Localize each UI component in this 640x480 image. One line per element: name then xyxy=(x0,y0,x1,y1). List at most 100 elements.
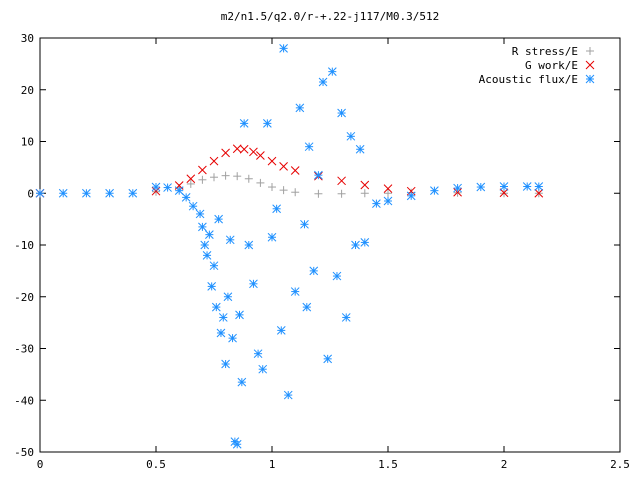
data-point xyxy=(522,182,532,191)
data-point xyxy=(233,172,242,181)
data-point xyxy=(35,188,45,198)
data-point xyxy=(476,182,486,192)
data-point xyxy=(186,174,196,184)
data-point xyxy=(304,142,314,152)
legend-marker xyxy=(585,60,595,70)
data-point xyxy=(239,119,249,128)
y-tick-label: 0 xyxy=(27,187,34,200)
data-point xyxy=(235,310,244,320)
y-tick-label: -20 xyxy=(14,291,34,304)
y-tick-label: 20 xyxy=(21,84,34,97)
data-point xyxy=(223,292,233,302)
data-point xyxy=(323,354,333,364)
data-point xyxy=(151,186,161,196)
x-tick-label: 0 xyxy=(37,458,44,471)
data-point xyxy=(276,326,286,335)
y-tick-label: -30 xyxy=(14,343,34,356)
data-point xyxy=(244,240,254,250)
data-point xyxy=(499,182,509,191)
data-point xyxy=(221,359,230,369)
data-point xyxy=(372,199,381,208)
data-point xyxy=(302,302,312,312)
data-point xyxy=(337,108,346,118)
data-point xyxy=(128,188,138,198)
y-tick-label: -10 xyxy=(14,239,34,252)
data-point xyxy=(384,189,392,198)
data-point xyxy=(216,328,226,338)
data-point xyxy=(228,333,237,343)
data-point xyxy=(195,209,205,219)
data-point xyxy=(211,302,221,312)
data-point xyxy=(58,188,68,198)
data-point xyxy=(200,240,210,250)
data-point xyxy=(263,119,272,128)
data-point xyxy=(202,250,212,260)
data-point xyxy=(314,170,323,180)
data-point xyxy=(249,147,258,157)
data-point xyxy=(267,232,277,242)
data-point xyxy=(207,282,217,291)
data-point xyxy=(267,156,277,166)
data-point xyxy=(163,183,172,192)
data-point xyxy=(232,439,242,449)
data-point xyxy=(186,179,195,188)
legend-marker xyxy=(585,74,595,84)
legend-marker xyxy=(586,47,594,55)
data-point xyxy=(346,131,356,141)
data-point xyxy=(214,214,223,224)
data-point xyxy=(314,189,323,198)
data-point xyxy=(291,188,300,197)
data-point xyxy=(279,161,288,171)
x-tick-label: 2 xyxy=(501,458,508,471)
y-tick-label: 30 xyxy=(21,32,34,45)
data-point xyxy=(221,148,230,158)
data-point xyxy=(453,183,462,193)
data-point xyxy=(383,196,393,206)
data-point xyxy=(360,238,370,247)
data-point xyxy=(360,180,370,190)
data-point xyxy=(383,184,393,193)
data-point xyxy=(188,201,198,211)
data-point xyxy=(309,266,319,276)
data-point xyxy=(327,67,337,76)
data-point xyxy=(332,271,342,281)
data-point xyxy=(295,103,305,113)
data-point xyxy=(253,349,263,359)
data-point xyxy=(300,219,309,229)
data-point xyxy=(249,279,258,289)
data-point xyxy=(279,186,288,195)
legend-label: R stress/E xyxy=(512,45,578,58)
data-point xyxy=(218,313,228,322)
legend-label: Acoustic flux/E xyxy=(479,73,578,86)
data-point xyxy=(209,261,219,271)
legend-label: G work/E xyxy=(525,59,578,72)
plot-frame xyxy=(39,37,621,453)
y-tick-label: -50 xyxy=(14,446,34,459)
data-point xyxy=(174,186,184,196)
data-point xyxy=(198,165,207,175)
series-2 xyxy=(35,43,544,449)
x-tick-label: 0.5 xyxy=(146,458,166,471)
data-point xyxy=(337,176,346,186)
data-point xyxy=(453,187,462,197)
data-point xyxy=(105,188,114,198)
y-tick-label: -40 xyxy=(14,394,34,407)
series-layer xyxy=(35,43,544,449)
data-point xyxy=(318,77,328,87)
y-tick-label: 10 xyxy=(21,136,34,149)
data-point xyxy=(341,313,351,322)
x-tick-label: 2.5 xyxy=(610,458,630,471)
data-point xyxy=(406,191,416,201)
data-point xyxy=(360,189,369,198)
data-point xyxy=(256,151,265,160)
data-point xyxy=(283,390,293,400)
data-point xyxy=(258,364,268,374)
data-point xyxy=(534,182,544,191)
x-tick-label: 1.5 xyxy=(378,458,398,471)
data-point xyxy=(232,144,242,154)
data-point xyxy=(430,186,439,196)
data-point xyxy=(272,204,281,214)
data-point xyxy=(225,235,235,245)
